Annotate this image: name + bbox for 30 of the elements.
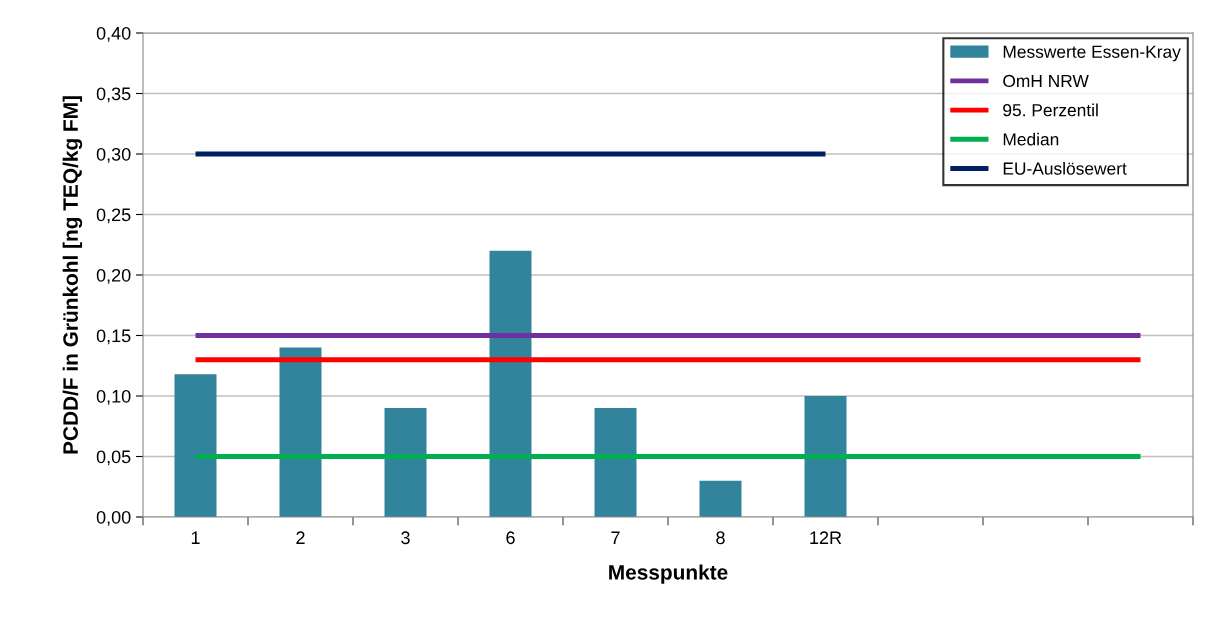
x-tick-label: 3: [401, 531, 410, 545]
legend-label: OmH NRW: [1003, 74, 1089, 88]
x-tick-label: 12R: [810, 531, 842, 544]
y-tick-label: 0,05: [96, 450, 131, 466]
y-tick-label: 0,20: [96, 268, 131, 284]
y-tick-label: 0,30: [96, 147, 131, 163]
x-axis-title: Messpunkte: [609, 564, 728, 584]
bar: [489, 250, 532, 517]
x-tick-label: 6: [506, 531, 515, 545]
y-tick-label: 0,10: [96, 389, 131, 405]
legend-label: Median: [1003, 132, 1059, 146]
bar: [384, 408, 427, 517]
legend-label: EU-Auslösewert: [1003, 161, 1127, 175]
x-tick-label: 2: [296, 531, 305, 544]
x-tick-label: 7: [611, 531, 620, 544]
bar: [594, 408, 637, 517]
bar: [279, 347, 322, 517]
bar: [174, 374, 217, 517]
y-tick-label: 0,35: [96, 87, 131, 103]
x-tick-label: 1: [191, 531, 200, 544]
y-tick-label: 0,00: [96, 510, 131, 526]
legend-label: Messwerte Essen-Kray: [1003, 45, 1181, 62]
legend-label: 95. Perzentil: [1003, 103, 1098, 117]
bar: [804, 396, 847, 517]
x-tick-label: 8: [716, 531, 725, 545]
y-tick-label: 0,40: [96, 26, 131, 42]
y-axis-title: PCDD/F in Grünkohl [ng TEQ/kg FM]: [62, 96, 83, 454]
y-tick-label: 0,25: [96, 208, 131, 224]
bar: [699, 480, 742, 517]
y-tick-label: 0,15: [96, 329, 131, 345]
